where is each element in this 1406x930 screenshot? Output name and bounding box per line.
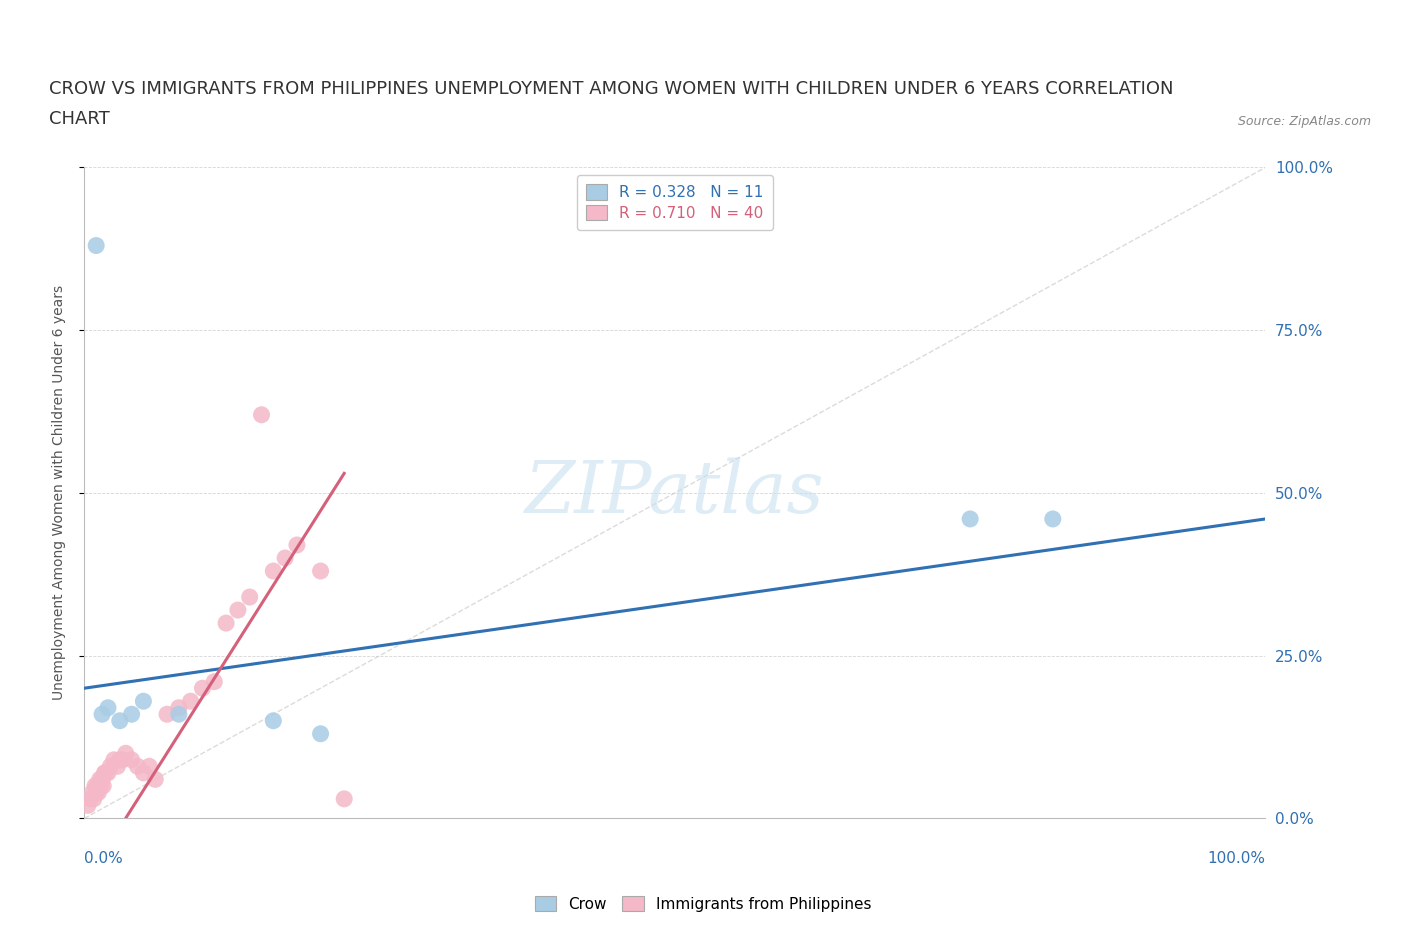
- Point: [309, 726, 332, 741]
- Point: [91, 707, 114, 722]
- Point: [127, 759, 149, 774]
- Point: [114, 746, 136, 761]
- Point: [156, 707, 179, 722]
- Point: [191, 681, 214, 696]
- Point: [84, 238, 107, 253]
- Legend: R = 0.328   N = 11, R = 0.710   N = 40: R = 0.328 N = 11, R = 0.710 N = 40: [576, 175, 773, 230]
- Point: [262, 713, 284, 728]
- Point: [77, 798, 100, 813]
- Point: [79, 791, 101, 806]
- Point: [87, 785, 110, 800]
- Text: CHART: CHART: [49, 111, 110, 128]
- Legend: Crow, Immigrants from Philippines: Crow, Immigrants from Philippines: [529, 890, 877, 918]
- Point: [94, 765, 117, 780]
- Point: [274, 551, 297, 565]
- Text: CROW VS IMMIGRANTS FROM PHILIPPINES UNEMPLOYMENT AMONG WOMEN WITH CHILDREN UNDER: CROW VS IMMIGRANTS FROM PHILIPPINES UNEM…: [49, 80, 1174, 98]
- Point: [108, 713, 131, 728]
- Point: [111, 752, 134, 767]
- Text: 100.0%: 100.0%: [1208, 851, 1265, 866]
- Point: [83, 791, 105, 806]
- Point: [262, 564, 284, 578]
- Point: [226, 603, 249, 618]
- Point: [239, 590, 262, 604]
- Point: [309, 564, 332, 578]
- Point: [86, 778, 108, 793]
- Point: [98, 759, 121, 774]
- Point: [89, 772, 111, 787]
- Point: [132, 765, 155, 780]
- Text: 0.0%: 0.0%: [84, 851, 124, 866]
- Point: [121, 707, 143, 722]
- Text: ZIPatlas: ZIPatlas: [524, 458, 825, 528]
- Point: [180, 694, 202, 709]
- Y-axis label: Unemployment Among Women with Children Under 6 years: Unemployment Among Women with Children U…: [52, 286, 66, 700]
- Point: [167, 700, 190, 715]
- Point: [333, 791, 356, 806]
- Point: [97, 765, 120, 780]
- Point: [143, 772, 166, 787]
- Point: [97, 700, 120, 715]
- Point: [959, 512, 981, 526]
- Point: [285, 538, 308, 552]
- Point: [93, 765, 115, 780]
- Point: [84, 785, 107, 800]
- Point: [103, 752, 125, 767]
- Point: [202, 674, 225, 689]
- Point: [107, 759, 129, 774]
- Point: [91, 778, 114, 793]
- Point: [1042, 512, 1064, 526]
- Text: Source: ZipAtlas.com: Source: ZipAtlas.com: [1237, 115, 1371, 128]
- Point: [108, 752, 131, 767]
- Point: [215, 616, 238, 631]
- Point: [121, 752, 143, 767]
- Point: [250, 407, 273, 422]
- Point: [138, 759, 160, 774]
- Point: [132, 694, 155, 709]
- Point: [84, 778, 107, 793]
- Point: [90, 778, 112, 793]
- Point: [91, 772, 114, 787]
- Point: [167, 707, 190, 722]
- Point: [82, 785, 104, 800]
